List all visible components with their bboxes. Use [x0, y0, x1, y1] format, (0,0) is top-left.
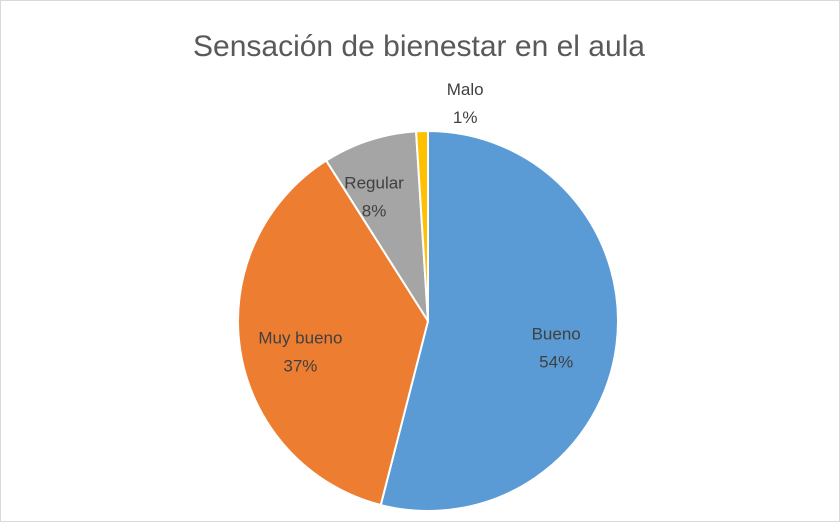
- slice-value-label: 1%: [453, 108, 478, 127]
- slice-value-label: 8%: [362, 202, 387, 221]
- pie-slice: [324, 130, 429, 322]
- slice-label: Regular: [344, 174, 404, 193]
- slice-label: Malo: [447, 80, 484, 99]
- slice-value-label: 54%: [539, 353, 573, 372]
- slice-value-label: 37%: [283, 357, 317, 376]
- pie-slice: [415, 129, 429, 322]
- chart-title: Sensación de bienestar en el aula: [193, 30, 645, 63]
- slice-label: Bueno: [532, 325, 581, 344]
- pie-slice: [379, 129, 619, 512]
- slice-label: Muy bueno: [258, 329, 342, 348]
